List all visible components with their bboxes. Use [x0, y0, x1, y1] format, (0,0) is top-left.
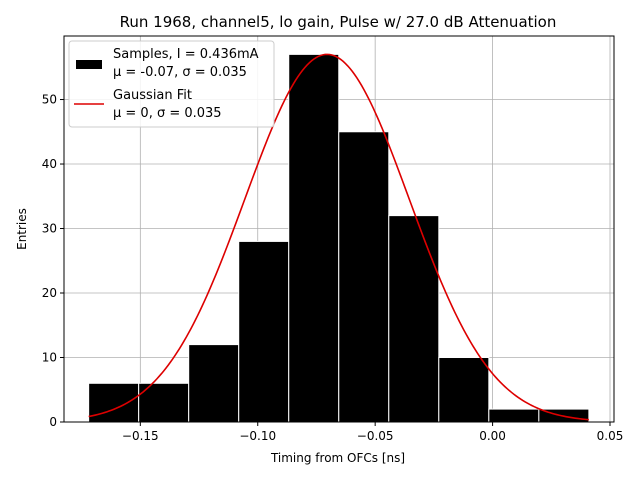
histogram-bars: [88, 53, 590, 423]
y-tick-label: 40: [42, 157, 57, 171]
x-tick-label: −0.05: [357, 429, 394, 443]
legend-stats-samples: μ = -0.07, σ = 0.035: [113, 65, 247, 80]
histogram-bar: [438, 357, 490, 423]
legend-label-samples: Samples, I = 0.436mA: [113, 47, 259, 62]
x-tick-label: −0.15: [122, 429, 159, 443]
legend-swatch-samples: [76, 60, 102, 69]
histogram-bar: [338, 131, 390, 423]
y-tick-label: 30: [42, 222, 57, 236]
y-axis-ticks: 0 10 20 30 40 50: [42, 93, 64, 429]
y-tick-label: 0: [49, 415, 57, 429]
histogram-bar: [188, 344, 240, 423]
histogram-bar: [238, 240, 290, 423]
x-tick-label: 0.00: [479, 429, 506, 443]
y-tick-label: 20: [42, 286, 57, 300]
y-tick-label: 10: [42, 351, 57, 365]
legend: Samples, I = 0.436mA μ = -0.07, σ = 0.03…: [68, 40, 275, 128]
x-tick-label: −0.10: [239, 429, 276, 443]
histogram-bar: [388, 215, 440, 423]
legend-stats-fit: μ = 0, σ = 0.035: [113, 106, 222, 121]
x-tick-label: 0.05: [597, 429, 624, 443]
histogram-bar: [288, 53, 340, 423]
histogram-bar: [488, 408, 540, 423]
histogram-bar: [138, 382, 190, 423]
x-axis-ticks: −0.15 −0.10 −0.05 0.00 0.05: [122, 422, 623, 443]
histogram-bar: [88, 382, 140, 423]
legend-label-fit: Gaussian Fit: [113, 88, 192, 103]
gaussian-fit-layer: [88, 53, 589, 421]
chart-title: Run 1968, channel5, lo gain, Pulse w/ 27…: [120, 13, 557, 31]
legend-box: [68, 40, 275, 128]
y-axis-label: Entries: [15, 208, 29, 250]
x-axis-label: Timing from OFCs [ns]: [270, 451, 405, 465]
gaussian-fit-curve: [88, 53, 589, 421]
y-tick-label: 50: [42, 93, 57, 107]
